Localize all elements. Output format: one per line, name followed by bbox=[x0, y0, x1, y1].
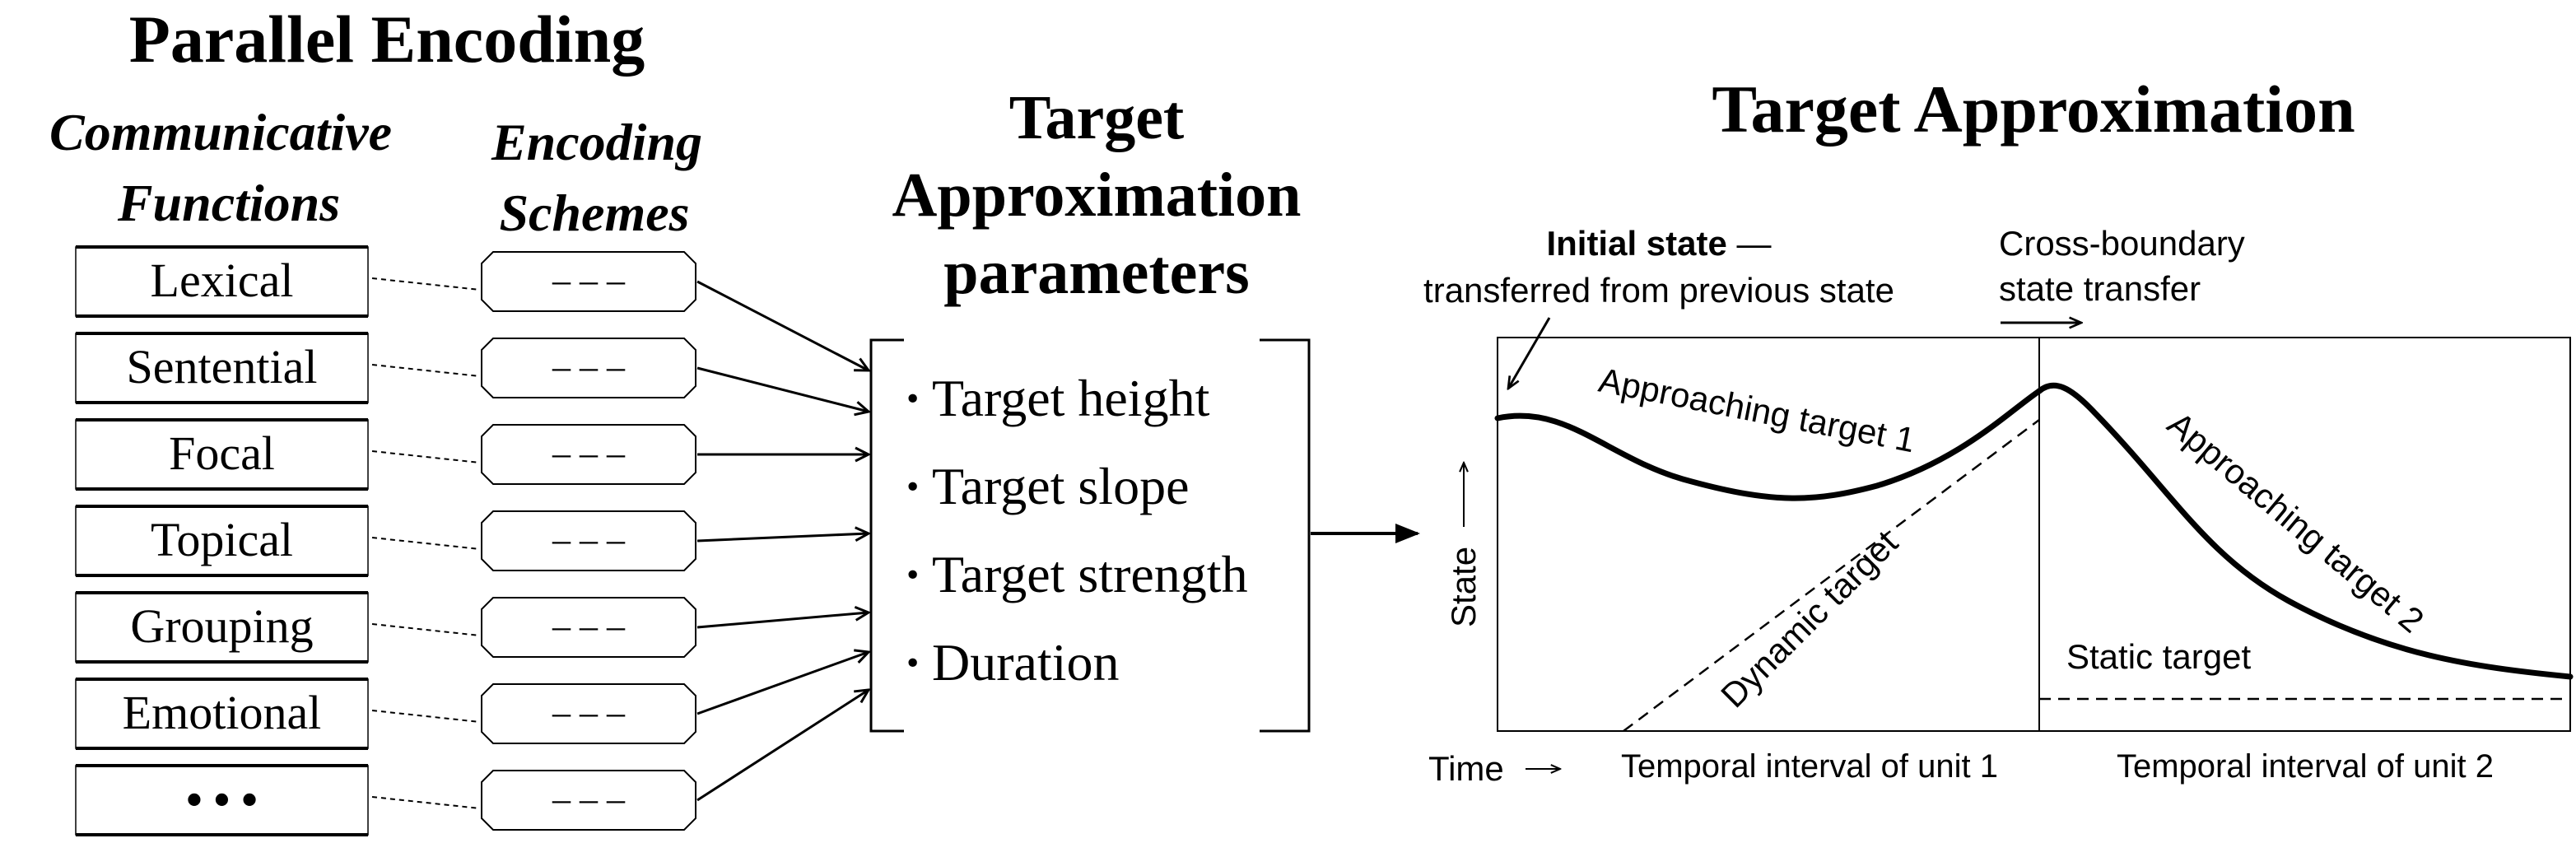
static-target-label: Static target bbox=[2066, 637, 2251, 676]
scheme-box bbox=[481, 338, 696, 398]
scheme-placeholder: – – – bbox=[552, 692, 626, 733]
function-box bbox=[75, 333, 369, 403]
function-scheme-connector bbox=[371, 710, 481, 723]
schemes-heading-line2: Schemes bbox=[499, 184, 689, 242]
parameters-left-bracket bbox=[869, 338, 904, 733]
encoding-row: Sentential – – – bbox=[75, 332, 869, 412]
encoding-row: Emotional – – – bbox=[75, 652, 869, 750]
initial-state-sublabel: transferred from previous state bbox=[1423, 271, 1894, 310]
scheme-box bbox=[481, 770, 696, 831]
parameter-item: Duration bbox=[932, 633, 1120, 692]
function-scheme-connector bbox=[371, 450, 481, 463]
scheme-placeholder: – – – bbox=[552, 779, 626, 819]
scheme-placeholder: – – – bbox=[552, 606, 626, 646]
scheme-to-parameters-arrow bbox=[696, 612, 869, 629]
parameter-list: · Target height· Target slope· Target stren… bbox=[904, 369, 1248, 692]
cross-boundary-label-line1: Cross-boundary bbox=[1999, 224, 2245, 263]
approaching-target-1-label: Approaching target 1 bbox=[1595, 361, 1918, 460]
dynamic-target-label: Dynamic target bbox=[1713, 523, 1905, 715]
function-box bbox=[75, 592, 369, 663]
functions-heading-line1: Communicative bbox=[49, 103, 392, 161]
dynamic-target-line bbox=[1623, 418, 2040, 733]
scheme-to-parameters-arrow bbox=[696, 690, 869, 802]
scheme-to-parameters-arrow bbox=[696, 533, 869, 543]
parameters-right-bracket bbox=[1260, 338, 1311, 733]
encoding-rows: Lexical – – –Sentential – – –Focal – – –Top… bbox=[75, 245, 869, 836]
function-box bbox=[75, 246, 369, 317]
parameter-bullet: · bbox=[904, 545, 921, 603]
parameter-bullet: · bbox=[904, 369, 921, 427]
function-label: • • • bbox=[186, 775, 258, 826]
ta-parameters-title-line2: Approximation bbox=[892, 161, 1302, 230]
approach-curve-unit-1 bbox=[1494, 388, 2043, 501]
plot-frame bbox=[1497, 337, 2571, 732]
function-box bbox=[75, 765, 369, 836]
parameter-item: Target height bbox=[932, 369, 1210, 427]
function-scheme-connector bbox=[371, 277, 481, 291]
encoding-row: Lexical – – – bbox=[75, 245, 869, 370]
parallel-encoding-title: Parallel Encoding bbox=[129, 2, 645, 77]
x-axis-label: Time bbox=[1428, 749, 1504, 788]
parameter-item: Target strength bbox=[932, 545, 1248, 603]
function-box bbox=[75, 678, 369, 749]
parameter-bullet: · bbox=[904, 633, 921, 692]
function-label: Emotional bbox=[123, 686, 322, 739]
function-label: Grouping bbox=[130, 599, 313, 653]
scheme-to-parameters-arrow bbox=[696, 366, 869, 412]
target-approximation-title: Target Approximation bbox=[1712, 72, 2355, 147]
scheme-to-parameters-arrow bbox=[696, 280, 869, 370]
functions-heading-line2: Functions bbox=[117, 174, 340, 232]
parameter-item: Target slope bbox=[932, 457, 1189, 515]
ta-parameters-title-line3: parameters bbox=[943, 238, 1249, 307]
initial-state-pointer bbox=[1508, 317, 1551, 389]
schemes-heading-line1: Encoding bbox=[491, 113, 702, 171]
scheme-box bbox=[481, 251, 696, 312]
scheme-box bbox=[481, 683, 696, 744]
function-scheme-connector bbox=[371, 364, 481, 377]
unit-1-interval-label: Temporal interval of unit 1 bbox=[1621, 748, 1998, 785]
encoding-row: Focal – – – bbox=[75, 418, 869, 491]
ta-parameters-title-line1: Target bbox=[1009, 83, 1185, 152]
approach-curve-unit-2 bbox=[2036, 382, 2574, 680]
initial-state-label: Initial state — bbox=[1546, 224, 1771, 263]
unit-2-interval-label: Temporal interval of unit 2 bbox=[2117, 748, 2494, 785]
function-scheme-connector bbox=[371, 796, 481, 809]
scheme-placeholder: – – – bbox=[552, 347, 626, 387]
scheme-box bbox=[481, 597, 696, 658]
encoding-row: Topical – – – bbox=[75, 505, 869, 577]
function-label: Lexical bbox=[151, 254, 294, 307]
y-axis-label: State bbox=[1444, 547, 1483, 627]
function-label: Focal bbox=[169, 426, 275, 480]
scheme-box bbox=[481, 424, 696, 485]
scheme-placeholder: – – – bbox=[552, 260, 626, 300]
scheme-box bbox=[481, 510, 696, 571]
function-label: Topical bbox=[151, 513, 293, 566]
parameter-bullet: · bbox=[904, 457, 921, 515]
encoding-row: • • • – – – bbox=[75, 690, 869, 836]
encoding-row: Grouping – – – bbox=[75, 591, 869, 664]
scheme-to-parameters-arrow bbox=[696, 652, 869, 715]
function-scheme-connector bbox=[371, 537, 481, 550]
scheme-placeholder: – – – bbox=[552, 433, 626, 473]
scheme-placeholder: – – – bbox=[552, 519, 626, 560]
function-scheme-connector bbox=[371, 623, 481, 636]
cross-boundary-label-line2: state transfer bbox=[1999, 269, 2201, 308]
function-label: Sentential bbox=[127, 340, 318, 394]
